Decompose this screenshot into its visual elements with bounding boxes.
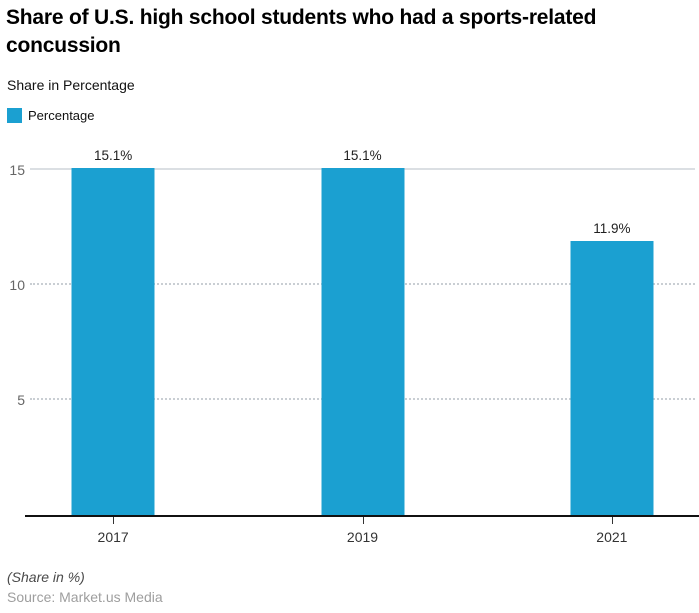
plot-area: 15.1% 15.1% 11.9% <box>30 145 695 515</box>
bar-value-label-2021: 11.9% <box>593 221 631 237</box>
chart-subtitle: Share in Percentage <box>7 77 135 93</box>
source-credit: Source: Market.us Media <box>7 589 163 605</box>
bar-2019[interactable] <box>321 167 404 515</box>
bar-2021[interactable] <box>570 241 654 515</box>
x-axis-tick-2021 <box>611 517 613 524</box>
legend-swatch-icon <box>7 107 22 123</box>
x-axis-tick-2019 <box>362 517 364 524</box>
chart-title: Share of U.S. high school students who h… <box>6 4 698 60</box>
x-tick-label-2017: 2017 <box>97 529 129 545</box>
chart-title-line-2: concussion <box>6 34 121 57</box>
bar-value-label-2017: 15.1% <box>93 147 133 163</box>
x-tick-label-2021: 2021 <box>596 529 628 545</box>
bar-value-label-2019: 15.1% <box>343 147 382 163</box>
x-tick-label-2019: 2019 <box>346 529 379 545</box>
x-axis-line <box>25 515 699 517</box>
bar-chart: 5 10 15 15.1% 15.1% 11.9% 2017 2019 2021 <box>0 145 699 545</box>
legend-item-percentage[interactable]: Percentage <box>7 107 95 123</box>
legend-label: Percentage <box>28 107 95 123</box>
chart-title-line-1: Share of U.S. high school students who h… <box>6 6 597 29</box>
y-tick-label-15: 15 <box>9 162 25 178</box>
x-axis-tick-2017 <box>113 517 115 524</box>
y-tick-label-10: 10 <box>9 277 25 293</box>
y-tick-label-5: 5 <box>17 392 25 408</box>
bar-2017[interactable] <box>71 167 155 515</box>
y-axis-labels: 5 10 15 <box>0 145 25 515</box>
footnote: (Share in %) <box>7 569 85 585</box>
